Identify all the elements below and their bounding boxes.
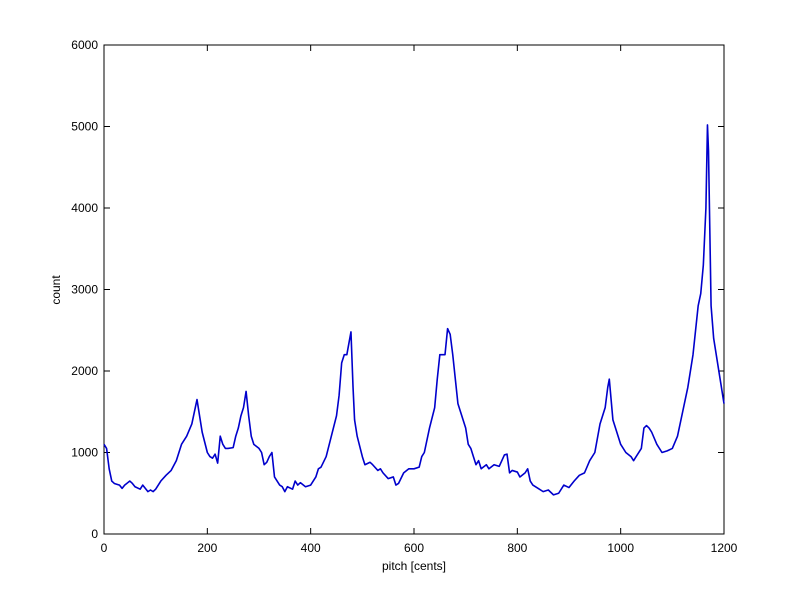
x-tick-label: 1200 [711,541,738,555]
x-tick-label: 1000 [607,541,634,555]
x-axis-label: pitch [cents] [382,559,446,573]
y-tick-label: 5000 [71,120,98,134]
y-tick-label: 4000 [71,201,98,215]
y-tick-label: 1000 [71,446,98,460]
x-tick-label: 0 [101,541,108,555]
y-tick-label: 2000 [71,364,98,378]
plot-area [103,44,725,535]
y-axis-label: count [49,275,63,305]
x-tick-label: 200 [197,541,217,555]
y-tick-label: 0 [91,527,98,541]
x-tick-label: 600 [404,541,424,555]
y-tick-label: 3000 [71,283,98,297]
y-tick-label: 6000 [71,38,98,52]
x-tick-label: 400 [301,541,321,555]
data-line [103,124,725,496]
x-tick-label: 800 [507,541,527,555]
